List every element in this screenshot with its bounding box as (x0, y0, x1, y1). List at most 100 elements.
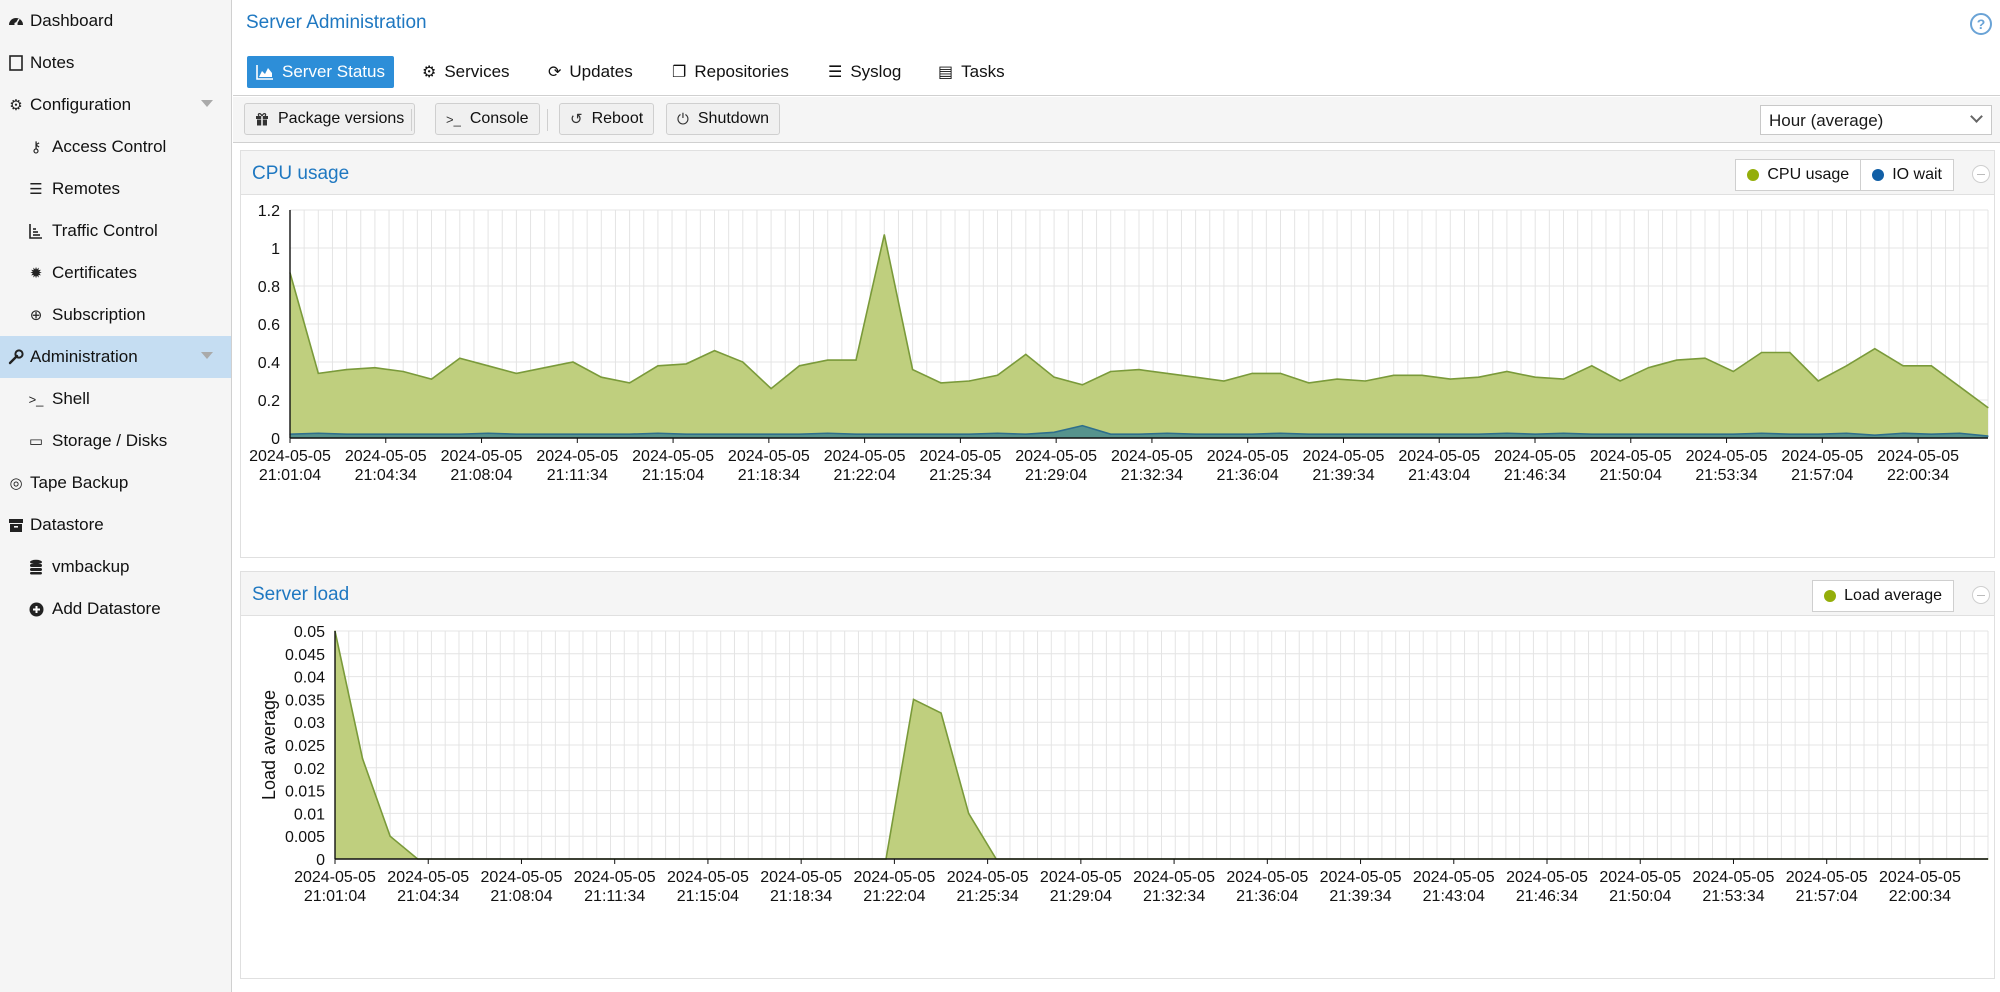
data-point (1506, 370, 1508, 373)
data-point (515, 372, 517, 374)
note-icon (6, 53, 26, 73)
tab-server-status[interactable]: Server Status (247, 56, 394, 88)
sidebar-item-configuration[interactable]: ⚙ Configuration (0, 84, 231, 126)
sidebar-item-add-datastore[interactable]: Add Datastore (0, 588, 231, 630)
sidebar-item-notes[interactable]: Notes (0, 42, 231, 84)
tab-syslog[interactable]: ☰ Syslog (819, 56, 910, 88)
sidebar-item-label: Add Datastore (52, 599, 161, 618)
sidebar-item-certificates[interactable]: ✹ Certificates (0, 252, 231, 294)
x-tick-label-time: 21:08:04 (450, 467, 512, 484)
x-tick-label-time: 21:22:04 (863, 888, 925, 905)
x-tick-label-date: 2024-05-05 (441, 448, 523, 465)
data-point (629, 382, 631, 384)
sidebar-item-subscription[interactable]: ⊕ Subscription (0, 294, 231, 336)
sidebar-item-shell[interactable]: >_ Shell (0, 378, 231, 420)
data-point (1110, 370, 1112, 373)
x-tick-label-time: 21:32:34 (1121, 467, 1183, 484)
x-tick-label-date: 2024-05-05 (1207, 448, 1289, 465)
data-point (996, 374, 999, 376)
tab-label: Repositories (694, 62, 789, 81)
collapse-tool-icon[interactable] (1972, 586, 1990, 604)
legend-load-average[interactable]: Load average (1812, 580, 1954, 612)
data-point (798, 433, 801, 435)
package-versions-button[interactable]: Package versions (244, 103, 416, 135)
sidebar-item-dashboard[interactable]: Dashboard (0, 0, 231, 42)
data-point (1704, 357, 1706, 359)
x-tick-label-time: 21:39:34 (1329, 888, 1391, 905)
refresh-icon: ⟳ (548, 64, 562, 81)
data-point (600, 433, 602, 435)
data-point (1195, 376, 1197, 378)
sidebar-item-remotes[interactable]: ☰ Remotes (0, 168, 231, 210)
tab-tasks[interactable]: ▤ Tasks (929, 56, 1014, 88)
console-button[interactable]: >_ Console (435, 103, 540, 135)
data-point (1817, 433, 1819, 435)
reboot-button[interactable]: ↺ Reboot (559, 103, 655, 135)
data-point (996, 432, 999, 434)
data-point (1364, 380, 1366, 382)
x-tick-label-time: 21:39:34 (1312, 467, 1374, 484)
x-tick-label-time: 21:22:04 (833, 467, 895, 484)
x-tick-label-date: 2024-05-05 (1320, 869, 1402, 886)
data-point (685, 363, 687, 365)
x-tick-label-time: 21:04:34 (397, 888, 459, 905)
data-point (1534, 433, 1536, 435)
sidebar-item-label: Certificates (52, 263, 138, 282)
legend-label: Load average (1844, 587, 1942, 604)
shutdown-button[interactable]: ⏻ Shutdown (666, 103, 781, 135)
terminal-icon: >_ (28, 391, 44, 407)
timeframe-select[interactable]: Hour (average) (1760, 105, 1992, 135)
page-title: Server Administration (246, 12, 427, 33)
sidebar-item-datastore[interactable]: Datastore (0, 504, 231, 546)
x-tick-label-date: 2024-05-05 (1781, 448, 1863, 465)
data-point (1845, 432, 1848, 434)
x-tick-label-date: 2024-05-05 (1506, 869, 1588, 886)
sidebar-item-storage-disks[interactable]: ▭ Storage / Disks (0, 420, 231, 462)
data-point (1591, 433, 1593, 435)
sidebar-item-label: Tape Backup (30, 473, 129, 492)
data-point (1053, 376, 1055, 378)
x-tick-label-date: 2024-05-05 (667, 869, 749, 886)
collapse-tool-icon[interactable] (1972, 165, 1990, 183)
sidebar-item-access-control[interactable]: ⚷ Access Control (0, 126, 231, 168)
y-tick-label: 0.6 (258, 317, 280, 334)
data-point (629, 433, 631, 435)
sidebar-item-administration[interactable]: Administration (0, 336, 231, 378)
data-point (968, 433, 970, 435)
chevron-down-icon[interactable] (201, 100, 213, 107)
data-point (713, 350, 716, 352)
data-point (1449, 378, 1451, 380)
cpu-usage-chart: 0 0.2 0.4 0.6 0.8 1 1.2 2024-05-05 21:01:04 2024-… (249, 203, 1989, 484)
legend-io-wait[interactable]: IO wait (1861, 159, 1954, 191)
legend-cpu-usage[interactable]: CPU usage (1735, 159, 1862, 191)
tab-services[interactable]: ⚙ Services (413, 56, 519, 88)
x-tick-label-time: 21:57:04 (1796, 888, 1858, 905)
sidebar-item-tape-backup[interactable]: ◎ Tape Backup (0, 462, 231, 504)
chevron-down-icon[interactable] (201, 352, 213, 359)
x-tick-label-time: 21:36:04 (1236, 888, 1298, 905)
data-point (742, 361, 744, 363)
data-point (1081, 384, 1083, 386)
question-circle-icon[interactable]: ? (1970, 13, 1992, 35)
sidebar-item-label: Dashboard (30, 11, 114, 30)
data-point (1081, 425, 1083, 427)
x-tick-label-time: 21:11:34 (547, 467, 608, 484)
sidebar-item-label: Notes (30, 53, 75, 72)
data-point (1959, 432, 1961, 434)
x-tick-label-time: 21:57:04 (1791, 467, 1853, 484)
data-point (940, 382, 942, 384)
button-label: Shutdown (697, 110, 770, 127)
support-icon: ⊕ (29, 307, 43, 324)
chart-legend: CPU usage IO wait (1735, 159, 1954, 191)
terminal-icon: >_ (446, 111, 461, 127)
sidebar-item-traffic-control[interactable]: Traffic Control (0, 210, 231, 252)
data-point (912, 698, 915, 700)
data-point (361, 758, 364, 760)
data-point (572, 361, 574, 363)
tab-updates[interactable]: ⟳ Updates (539, 56, 642, 88)
tab-repositories[interactable]: ❐ Repositories (663, 56, 798, 88)
data-point (1421, 433, 1423, 435)
data-point (1591, 365, 1593, 367)
sidebar-item-label: Traffic Control (52, 221, 158, 240)
sidebar-item-vmbackup[interactable]: vmbackup (0, 546, 231, 588)
